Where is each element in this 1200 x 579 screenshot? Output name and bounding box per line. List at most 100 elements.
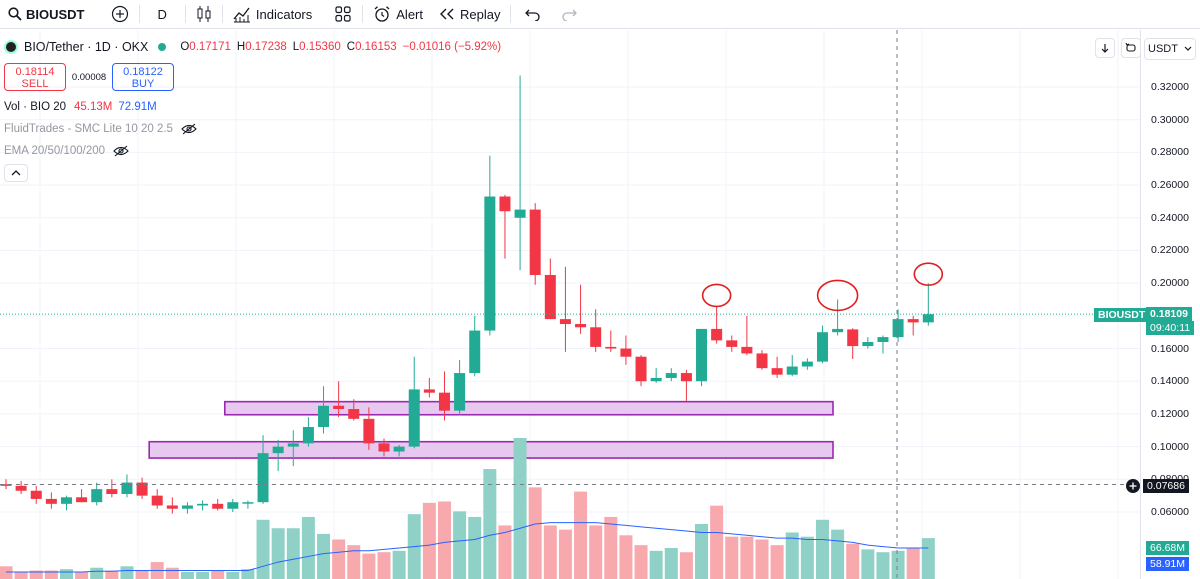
candle-body — [862, 342, 874, 347]
candle-body — [378, 443, 390, 452]
replay-button[interactable]: Replay — [431, 0, 508, 29]
volume-bar — [710, 505, 724, 579]
volume-bar — [664, 547, 678, 579]
volume-bar — [679, 552, 693, 579]
toolbar-divider — [362, 5, 364, 23]
volume-badge: 66.68M — [1146, 541, 1190, 555]
eye-hidden-icon[interactable] — [113, 145, 129, 157]
volume-bar — [165, 567, 179, 579]
candle-body — [877, 337, 889, 342]
eye-hidden-icon[interactable] — [181, 123, 197, 135]
alert-button[interactable]: Alert — [365, 0, 431, 29]
volume-bar — [180, 571, 194, 579]
currency-label: USDT — [1148, 43, 1178, 55]
ema-indicator-legend[interactable]: EMA 20/50/100/200 — [4, 145, 129, 157]
volume-bar — [558, 529, 572, 579]
price-tick-label: 0.10000 — [1151, 440, 1189, 453]
price-chart[interactable] — [0, 30, 1140, 579]
candle-body — [348, 409, 360, 419]
highlight-circle — [913, 262, 944, 286]
volume-bar — [211, 570, 225, 579]
volume-bars — [0, 438, 935, 579]
symbol-search-button[interactable]: BIOUSDT — [0, 0, 93, 29]
buy-price: 0.18122 — [123, 66, 163, 78]
low-value: 0.15360 — [299, 41, 341, 53]
price-axis[interactable]: 0.32000 0.30000 0.28000 0.26000 0.24000 0.220… — [1140, 30, 1200, 579]
candle-body — [892, 319, 904, 338]
candle-body — [469, 330, 481, 374]
volume-bar — [740, 536, 754, 579]
volume-bar — [649, 550, 663, 579]
symbol-title[interactable]: BIO/Tether · 1D · OKX — [24, 40, 149, 54]
ohlc-values: O0.17171 H0.17238 L0.15360 C0.16153 −0.0… — [180, 41, 501, 53]
price-tick-label: 0.28000 — [1151, 146, 1189, 159]
supply-zone-box — [148, 440, 834, 459]
candle-body — [665, 373, 677, 378]
supply-zone-box — [224, 400, 834, 416]
volume-bar — [815, 519, 829, 579]
buy-button[interactable]: 0.18122 BUY — [112, 63, 174, 91]
chevron-down-icon — [1184, 46, 1192, 51]
price-tick-label: 0.26000 — [1151, 179, 1189, 192]
indicators-label: Indicators — [255, 6, 313, 22]
spread-value: 0.00008 — [71, 71, 107, 83]
undo-button[interactable] — [513, 0, 553, 29]
alert-label: Alert — [396, 6, 423, 22]
volume-bar — [543, 525, 557, 579]
volume-bar — [301, 516, 315, 579]
volume-bar — [271, 528, 285, 579]
sell-button[interactable]: 0.18114 SELL — [4, 63, 66, 91]
add-alert-plus-button[interactable] — [1126, 479, 1140, 493]
open-value: 0.17171 — [189, 41, 231, 53]
search-icon — [8, 7, 22, 21]
candle-body — [15, 485, 27, 491]
compare-symbol-button[interactable] — [103, 0, 137, 29]
volume-bar — [226, 571, 240, 579]
candle-body — [408, 389, 420, 447]
price-tick-label: 0.14000 — [1151, 375, 1189, 388]
volume-bar — [377, 552, 391, 579]
price-tick-label: 0.16000 — [1151, 342, 1189, 355]
volume-bar — [59, 569, 73, 579]
candle-body — [454, 373, 466, 411]
volume-indicator-legend[interactable]: Vol · BIO 20 45.13M 72.91M — [4, 101, 157, 113]
fluidtrades-indicator-legend[interactable]: FluidTrades - SMC Lite 10 20 2.5 — [4, 123, 197, 135]
reset-chart-button[interactable] — [1121, 38, 1141, 58]
volume-ma-badge: 58.91M — [1146, 557, 1190, 571]
candle-body — [106, 489, 118, 495]
volume-bar — [90, 567, 104, 579]
interval-button[interactable]: D — [142, 0, 183, 29]
price-tick-label: 0.30000 — [1151, 113, 1189, 126]
currency-selector[interactable]: USDT — [1144, 38, 1196, 60]
volume-ma-polyline — [6, 522, 929, 573]
volume-bar — [392, 550, 406, 579]
candle-body — [30, 490, 42, 499]
candle-body — [771, 368, 783, 375]
candle-body — [333, 405, 345, 410]
candle-body — [227, 502, 239, 509]
volume-bar — [513, 438, 527, 579]
current-price-badge: 0.18109 — [1146, 307, 1192, 321]
collapse-legend-button[interactable] — [4, 164, 28, 182]
low-key: L — [292, 41, 300, 53]
volume-bar — [921, 538, 935, 579]
candle-body — [212, 503, 224, 509]
redo-button[interactable] — [553, 0, 585, 29]
download-button[interactable] — [1095, 38, 1115, 58]
candle-body — [620, 348, 632, 357]
toolbar-divider — [221, 5, 223, 23]
candle-body — [696, 328, 708, 382]
volume-bar — [256, 519, 270, 579]
rewind-icon — [440, 8, 454, 20]
candle-body — [514, 209, 526, 218]
toolbar-divider — [138, 5, 140, 23]
indicators-button[interactable]: Indicators — [225, 0, 320, 29]
toolbar-divider — [184, 5, 186, 23]
volume-bar — [347, 545, 361, 579]
candle-body — [0, 484, 12, 486]
candle-body — [197, 503, 209, 506]
chart-type-button[interactable] — [188, 0, 220, 29]
highlight-circle — [701, 283, 732, 308]
candle-body — [832, 328, 844, 333]
templates-button[interactable] — [326, 0, 360, 29]
